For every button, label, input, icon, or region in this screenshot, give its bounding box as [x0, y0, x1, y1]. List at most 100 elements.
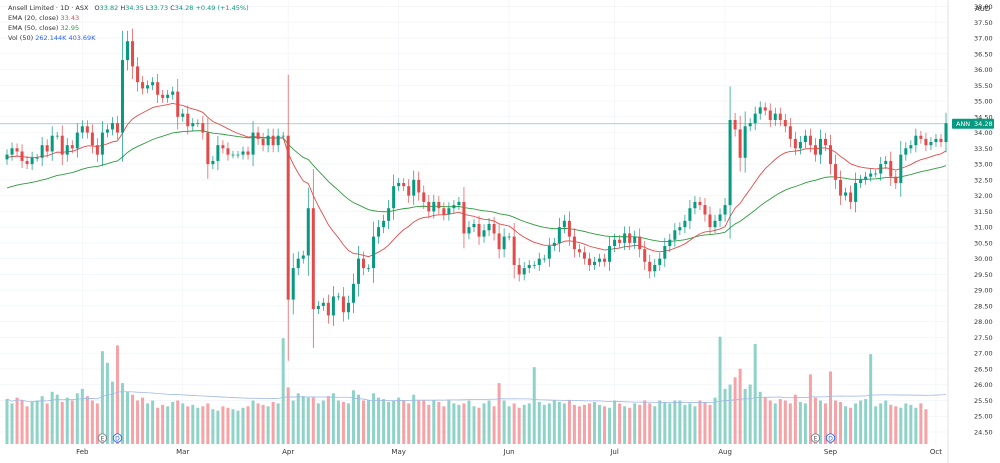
candle-body [844, 192, 848, 196]
volume-bar [542, 404, 546, 444]
volume-ma-line [6, 391, 947, 403]
candle-body [552, 242, 556, 247]
indicator-ema20[interactable]: EMA (20, close) 33.43 [8, 13, 249, 23]
volume-bar [181, 403, 185, 444]
candle-body [120, 60, 124, 133]
price-tick-label: 33.00 [974, 161, 993, 169]
volume-bar [623, 406, 627, 444]
time-tick-label: Mar [176, 448, 189, 456]
volume-bar [818, 400, 822, 444]
volume-bar [688, 403, 692, 444]
earnings-marker[interactable]: E [810, 433, 821, 443]
time-axis[interactable]: FebMarAprMayJunJulAugSepOctNov [76, 448, 1000, 456]
price-tick-label: 38.00 [974, 3, 993, 11]
candle-body [341, 296, 345, 313]
candle-body [336, 296, 340, 298]
volume-bar [10, 403, 14, 444]
candle-body [306, 208, 310, 256]
volume-bar [613, 400, 617, 444]
tag-symbol: ANN [956, 120, 970, 128]
volume-bar [733, 377, 737, 444]
price-tick-label: 27.00 [974, 350, 993, 358]
volume-bar [356, 394, 361, 444]
candle-body [236, 154, 240, 156]
candle-body [261, 138, 265, 146]
volume-bar [422, 400, 426, 444]
volume-bar [793, 394, 797, 444]
time-tick-label: Apr [282, 448, 294, 456]
candle-body [648, 261, 652, 272]
candle-body [80, 126, 84, 133]
volume-bar [427, 404, 431, 444]
candle-body [286, 135, 290, 300]
ohlc-close: 34.28 [174, 4, 194, 12]
candle-body [668, 239, 672, 247]
indicator-ema50[interactable]: EMA (50, close) 32.95 [8, 23, 249, 33]
volume-bar [823, 403, 827, 444]
candle-body [783, 119, 787, 127]
volume-bar [522, 404, 526, 444]
volume-bar [487, 400, 491, 444]
candle-body [20, 151, 24, 161]
volume-bar [482, 403, 486, 444]
price-tick-label: 36.50 [974, 50, 993, 58]
candle-body [673, 230, 677, 240]
candle-body [60, 135, 64, 155]
candle-body [834, 164, 838, 180]
ema20-line [6, 102, 947, 258]
candle-body [562, 220, 566, 228]
candle-body [818, 138, 822, 155]
earnings-marker[interactable]: E [97, 433, 108, 443]
marker-circle [112, 433, 123, 443]
price-axis[interactable]: 24.50 25.00 25.50 26.00 26.50 27.00 27.50 28.00… [974, 3, 993, 437]
volume-bar [668, 403, 672, 444]
candle-body [467, 227, 471, 234]
candle-body [808, 135, 812, 146]
candle-body [452, 205, 456, 209]
candle-body [869, 173, 873, 177]
price-tick-label: 26.00 [974, 381, 993, 389]
candle-body [658, 258, 662, 265]
price-tick-label: 29.50 [974, 271, 993, 279]
dividend-marker[interactable]: D [825, 433, 836, 443]
candle-body [15, 148, 19, 152]
price-tick-label: 27.50 [974, 334, 993, 342]
candle-body [859, 179, 863, 184]
volume-bar [110, 381, 114, 444]
candle-body [919, 135, 923, 139]
candle-body [884, 160, 888, 165]
time-tick-label: Jun [503, 448, 515, 456]
candle-body [276, 135, 280, 146]
indicator-volume[interactable]: Vol (50) 262.144K 403.69K [8, 33, 249, 43]
candle-body [768, 110, 772, 120]
symbol-title[interactable]: Ansell Limited · 1D · ASX [8, 4, 89, 12]
time-tick-label: Sep [824, 448, 838, 456]
volume-bar [201, 406, 205, 444]
candle-body [372, 236, 376, 269]
volume-bar [45, 403, 49, 444]
volume-bar [753, 343, 757, 444]
volume-bar [582, 404, 586, 444]
volume-bar [306, 397, 310, 444]
candle-body [773, 113, 777, 120]
volume-bar [492, 406, 496, 444]
price-tick-label: 32.50 [974, 176, 993, 184]
volume-bar [251, 400, 255, 444]
candle-body [663, 246, 667, 259]
volume-bar [673, 400, 677, 444]
candle-body [678, 227, 682, 231]
volume-bar [653, 406, 657, 444]
symbol-row[interactable]: Ansell Limited · 1D · ASX O33.82 H34.35 … [8, 3, 249, 13]
candle-body [291, 268, 295, 300]
candle-body [653, 264, 657, 272]
price-tick-label: 25.50 [974, 397, 993, 405]
dividend-marker[interactable]: D [112, 433, 123, 443]
candle-body [698, 201, 702, 206]
marker-circle [810, 433, 821, 443]
volume-bar [547, 403, 551, 444]
candle-body [241, 151, 245, 155]
candle-body [577, 249, 581, 253]
candle-body [743, 126, 747, 158]
